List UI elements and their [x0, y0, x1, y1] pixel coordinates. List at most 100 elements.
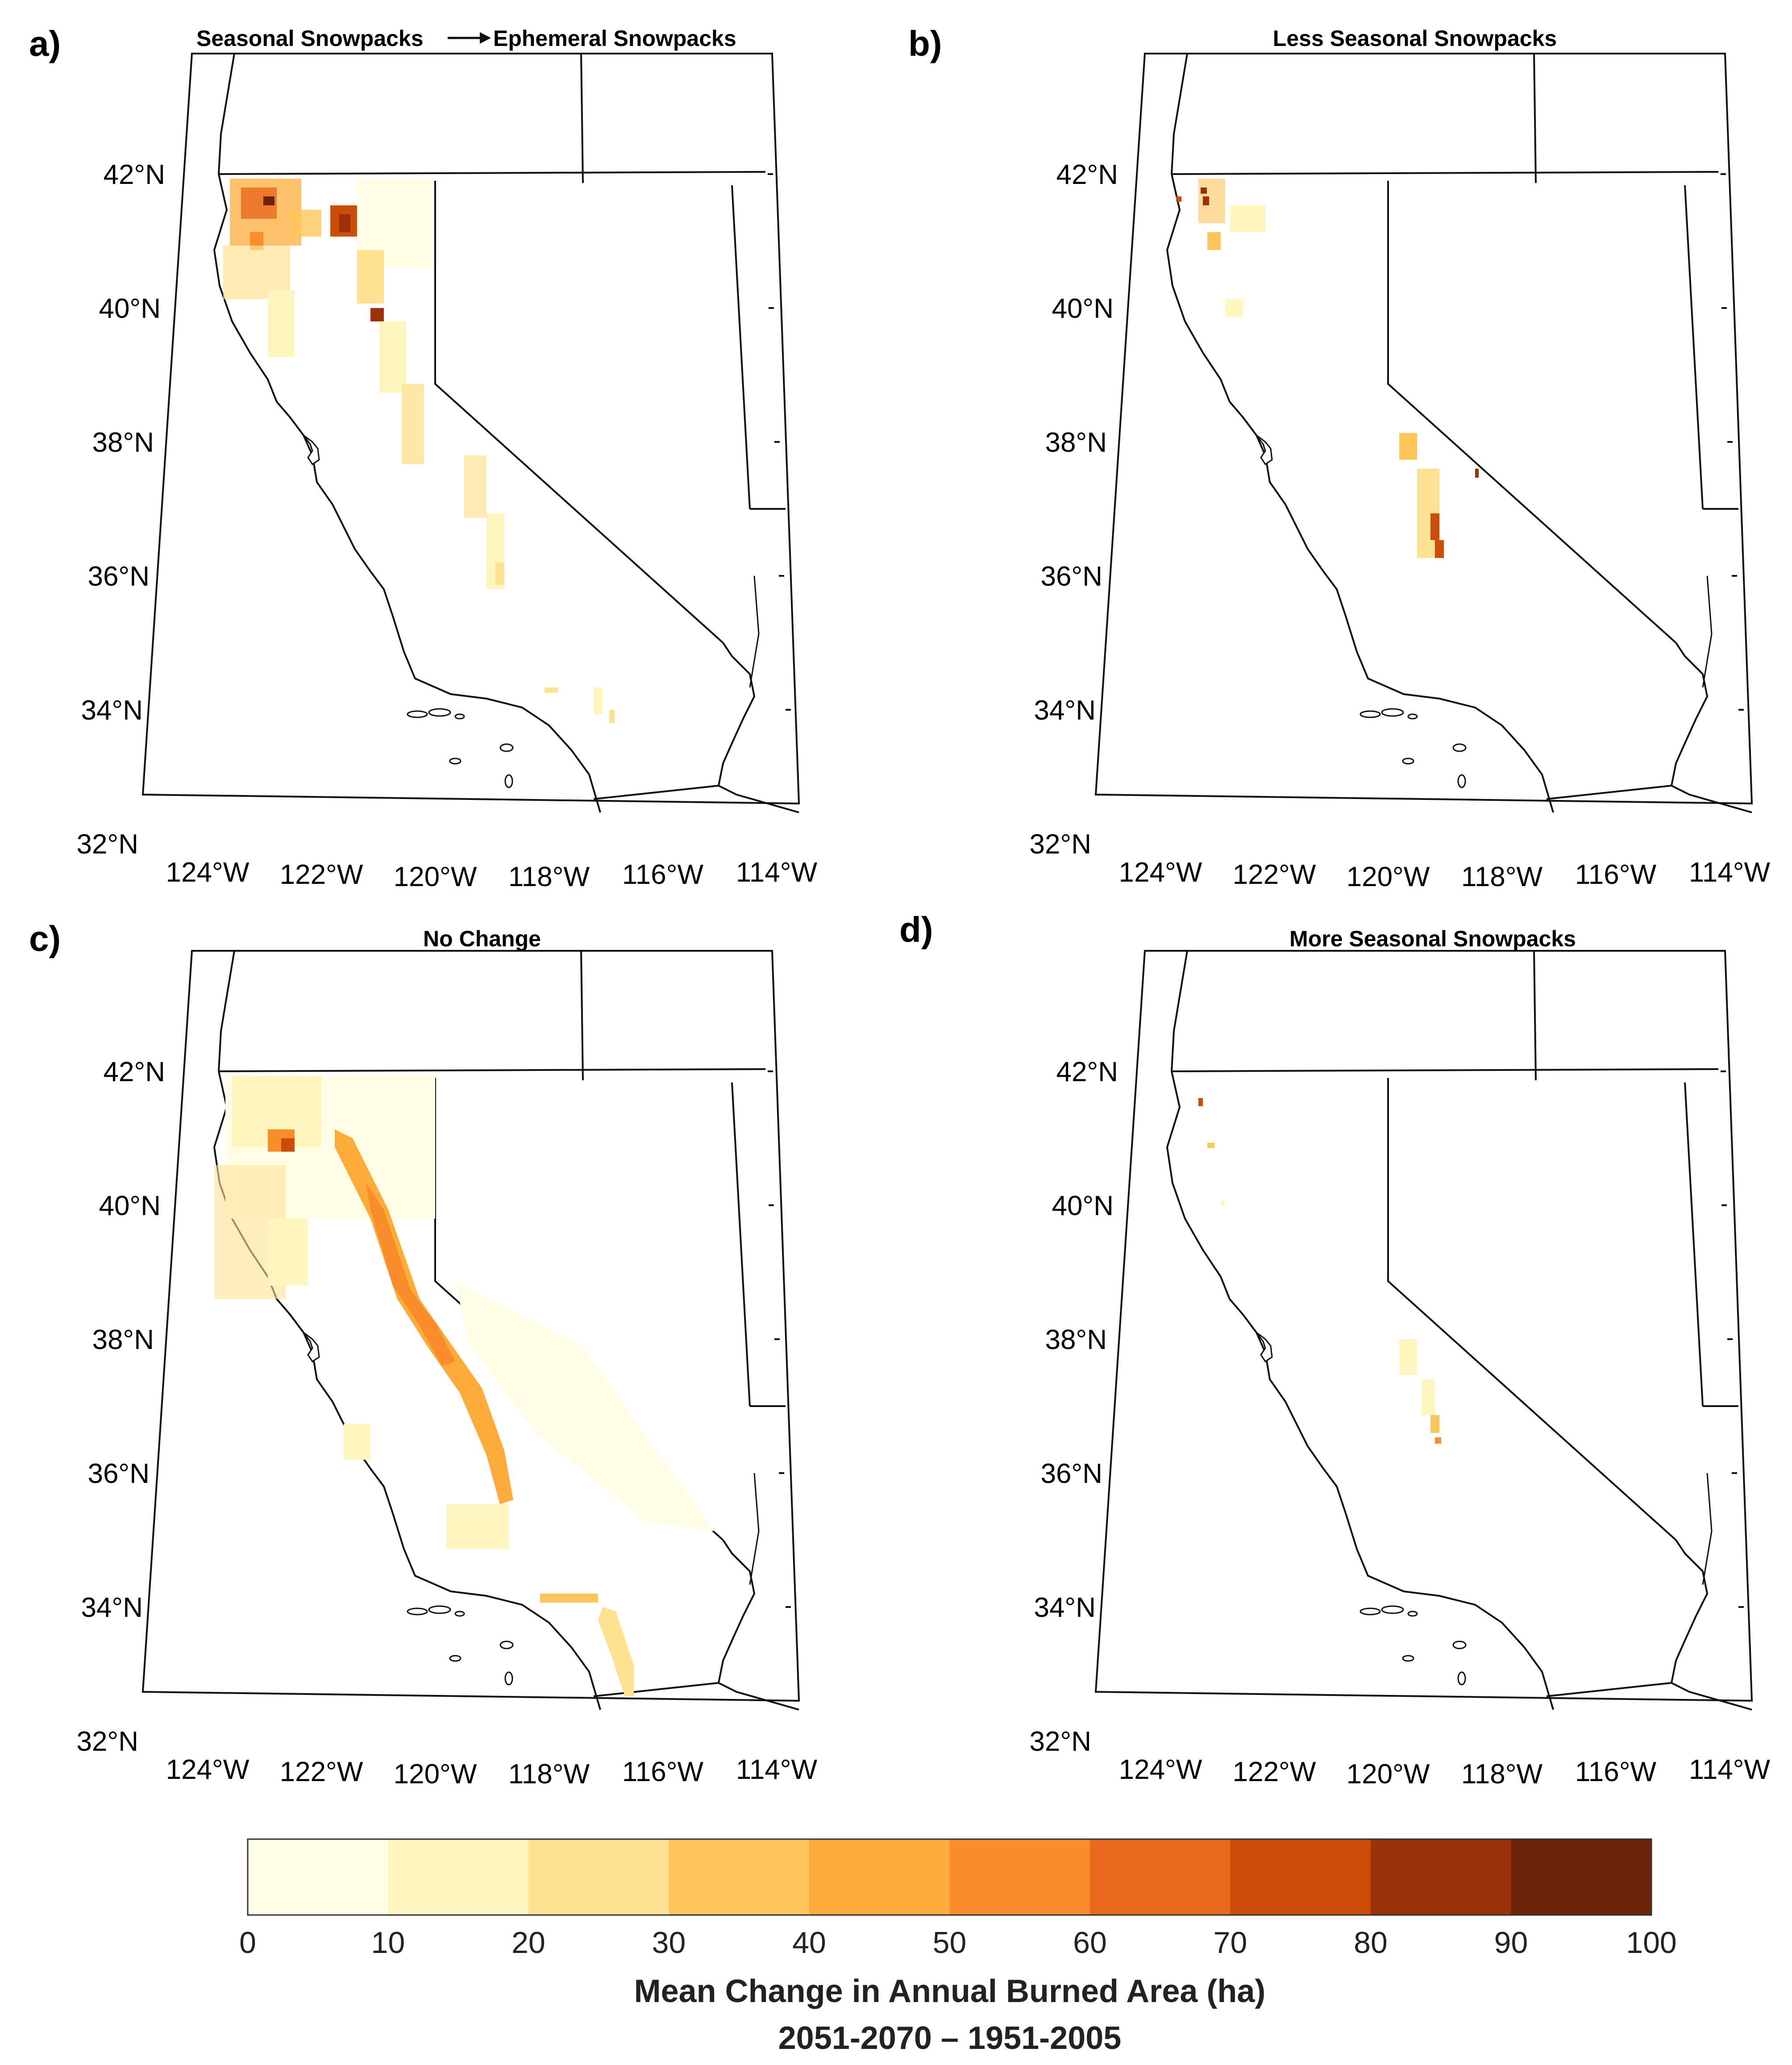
panel-title-a-right: Ephemeral Snowpacks [493, 26, 736, 51]
panel-title-a-left: Seasonal Snowpacks [196, 26, 424, 51]
map-outline-a [142, 53, 800, 813]
svg-text:114°W: 114°W [1689, 857, 1771, 888]
svg-text:36°N: 36°N [87, 561, 150, 592]
svg-text:120°W: 120°W [394, 862, 477, 892]
svg-text:34°N: 34°N [1034, 1592, 1096, 1623]
lat-labels-a: 42°N 40°N 38°N 36°N 34°N 32°N [76, 159, 165, 860]
svg-text:120°W: 120°W [1347, 862, 1430, 892]
colorbar-tick-label: 80 [1354, 1926, 1388, 1960]
colorbar-swatch [1230, 1839, 1371, 1915]
lon-labels-c: 124°W 122°W 120°W 118°W 116°W 114°W [166, 1754, 818, 1790]
svg-text:32°N: 32°N [76, 1726, 138, 1757]
panel-title-c: No Change [423, 926, 541, 951]
svg-text:114°W: 114°W [1689, 1754, 1771, 1785]
lat-labels-b: 42°N 40°N 38°N 36°N 34°N 32°N [1029, 159, 1118, 860]
svg-text:124°W: 124°W [166, 1754, 249, 1785]
svg-text:118°W: 118°W [1461, 1759, 1543, 1790]
svg-text:114°W: 114°W [736, 857, 818, 888]
colorbar-subtitle: 2051-2070 – 1951-2005 [778, 2020, 1122, 2056]
svg-text:120°W: 120°W [394, 1759, 477, 1790]
svg-text:40°N: 40°N [1052, 293, 1114, 324]
svg-text:42°N: 42°N [1056, 159, 1118, 190]
colorbar-swatch [248, 1839, 388, 1915]
map-outline-b [1095, 53, 1753, 813]
panel-letter-d: d) [899, 910, 933, 949]
svg-text:38°N: 38°N [92, 427, 154, 458]
colorbar-tick-label: 90 [1494, 1926, 1528, 1960]
panel-title-b: Less Seasonal Snowpacks [1273, 26, 1557, 51]
panel-d: d) More Seasonal Snowpacks 42°N 40°N 38°… [899, 910, 1771, 1790]
svg-text:124°W: 124°W [1119, 857, 1202, 888]
svg-text:122°W: 122°W [1233, 1757, 1316, 1787]
lat-labels-d: 42°N 40°N 38°N 36°N 34°N 32°N [1029, 1057, 1118, 1757]
svg-text:32°N: 32°N [1029, 829, 1091, 860]
colorbar-tick-label: 60 [1073, 1926, 1107, 1960]
panel-b: b) Less Seasonal Snowpacks 42°N 40°N 38°… [908, 24, 1771, 892]
svg-text:36°N: 36°N [1040, 1458, 1102, 1489]
colorbar-swatch [949, 1839, 1090, 1915]
colorbar-swatch [669, 1839, 810, 1915]
colorbar-tick-label: 40 [792, 1926, 826, 1960]
colorbar-swatch [1511, 1839, 1652, 1915]
burn-area-b [1176, 179, 1479, 558]
svg-text:122°W: 122°W [280, 859, 363, 890]
svg-text:32°N: 32°N [1029, 1726, 1091, 1757]
svg-text:116°W: 116°W [1575, 859, 1657, 890]
colorbar-tick-label: 20 [511, 1926, 545, 1960]
colorbar-swatch [1090, 1839, 1231, 1915]
svg-text:34°N: 34°N [1034, 695, 1096, 726]
svg-text:34°N: 34°N [81, 1592, 143, 1623]
burn-area-a [223, 179, 615, 723]
svg-text:38°N: 38°N [1045, 427, 1107, 458]
svg-text:36°N: 36°N [1040, 561, 1102, 592]
lat-labels-c: 42°N 40°N 38°N 36°N 34°N 32°N [76, 1057, 165, 1757]
svg-text:34°N: 34°N [81, 695, 143, 726]
svg-text:42°N: 42°N [1056, 1057, 1118, 1087]
colorbar-tick-label: 70 [1214, 1926, 1247, 1960]
svg-text:122°W: 122°W [280, 1757, 363, 1787]
svg-text:42°N: 42°N [103, 159, 165, 190]
map-outline-d [1095, 950, 1753, 1711]
colorbar-tick-label: 0 [239, 1926, 256, 1960]
burn-area-c [214, 1076, 714, 1696]
panel-letter-c: c) [29, 919, 61, 958]
svg-text:116°W: 116°W [622, 1757, 704, 1787]
colorbar-swatch [528, 1839, 669, 1915]
colorbar: 0 10 20 30 40 50 60 70 80 90 100 Mean Change in An… [239, 1838, 1677, 2056]
svg-text:32°N: 32°N [76, 829, 138, 860]
svg-text:40°N: 40°N [99, 293, 161, 324]
svg-text:124°W: 124°W [1119, 1754, 1202, 1785]
panel-a: a) Seasonal Snowpacks Ephemeral Snowpack… [29, 24, 818, 892]
svg-text:118°W: 118°W [508, 862, 590, 892]
panel-c: c) No Change 42°N 40°N 38°N 36°N 34°N 32… [29, 919, 818, 1790]
colorbar-swatch [1371, 1839, 1511, 1915]
colorbar-tick-label: 30 [652, 1926, 686, 1960]
svg-text:124°W: 124°W [166, 857, 249, 888]
svg-text:118°W: 118°W [508, 1759, 590, 1790]
svg-text:116°W: 116°W [1575, 1757, 1657, 1787]
svg-text:40°N: 40°N [1052, 1191, 1114, 1221]
svg-text:114°W: 114°W [736, 1754, 818, 1785]
colorbar-tick-label: 50 [933, 1926, 967, 1960]
svg-text:122°W: 122°W [1233, 859, 1316, 890]
svg-text:36°N: 36°N [87, 1458, 150, 1489]
svg-text:38°N: 38°N [92, 1324, 154, 1355]
panel-letter-b: b) [908, 24, 942, 63]
svg-text:38°N: 38°N [1045, 1324, 1107, 1355]
colorbar-tick-label: 100 [1626, 1926, 1676, 1960]
colorbar-swatch [388, 1839, 529, 1915]
colorbar-swatch [809, 1839, 950, 1915]
colorbar-title: Mean Change in Annual Burned Area (ha) [634, 1973, 1266, 2009]
panel-title-d: More Seasonal Snowpacks [1289, 926, 1576, 951]
arrow-icon [448, 32, 491, 44]
svg-text:120°W: 120°W [1347, 1759, 1430, 1790]
svg-text:42°N: 42°N [103, 1057, 165, 1087]
colorbar-frame [247, 1838, 1652, 1916]
colorbar-swatches [248, 1839, 1652, 1915]
panel-letter-a: a) [29, 24, 61, 63]
svg-text:40°N: 40°N [99, 1191, 161, 1221]
colorbar-tick-labels: 0 10 20 30 40 50 60 70 80 90 100 [239, 1926, 1677, 1960]
lon-labels-a: 124°W 122°W 120°W 118°W 116°W 114°W [166, 857, 818, 892]
lon-labels-d: 124°W 122°W 120°W 118°W 116°W 114°W [1119, 1754, 1771, 1790]
